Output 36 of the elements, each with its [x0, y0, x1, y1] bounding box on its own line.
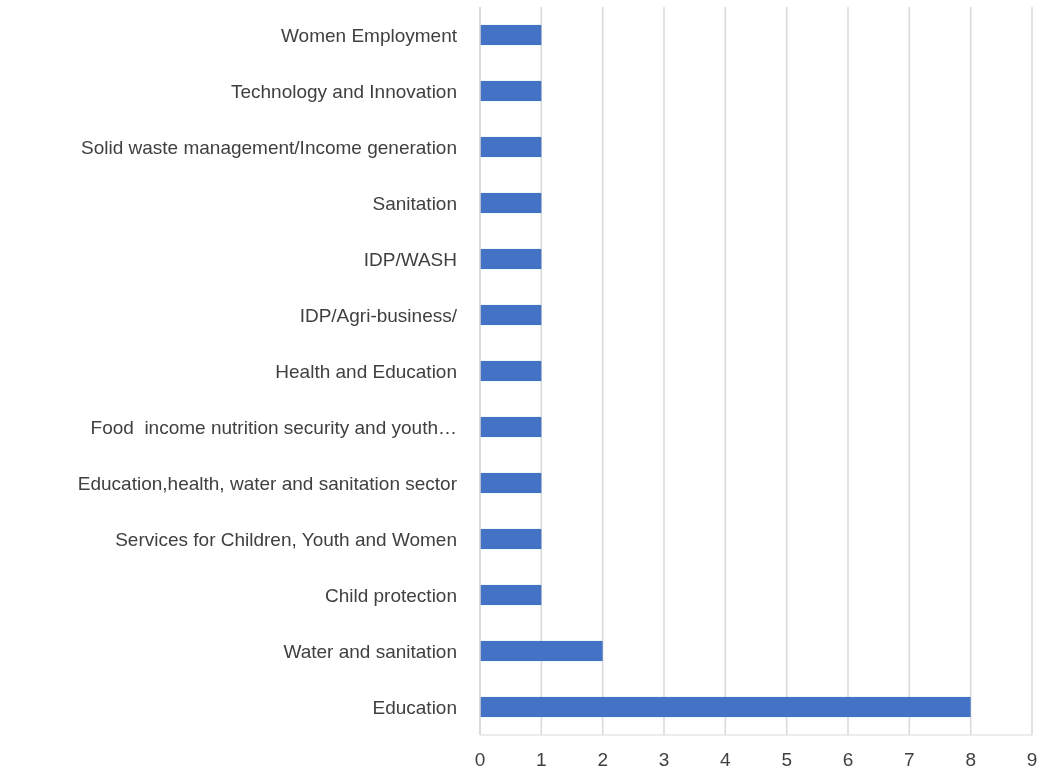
x-tick-label: 6 — [842, 749, 854, 770]
bar — [480, 360, 542, 382]
y-tick-label: Services for Children, Youth and Women — [115, 528, 457, 550]
x-tick-label: 7 — [904, 749, 915, 770]
y-tick-label: Education — [372, 696, 457, 718]
bar — [480, 136, 542, 158]
x-tick-label: 1 — [536, 749, 547, 770]
y-tick-label: Health and Education — [275, 360, 457, 382]
bar — [480, 304, 542, 326]
bar — [480, 528, 542, 550]
bar — [480, 416, 542, 438]
bar — [480, 640, 603, 662]
bar — [480, 472, 542, 494]
y-tick-label: Sanitation — [372, 192, 457, 214]
x-tick-label: 3 — [658, 749, 670, 770]
x-tick-label: 0 — [474, 749, 486, 770]
y-tick-label: Technology and Innovation — [230, 80, 457, 102]
bar — [480, 248, 542, 270]
x-tick-label: 2 — [597, 749, 608, 770]
bar — [480, 24, 542, 46]
y-tick-label: Education,health, water and sanitation sector — [77, 472, 458, 494]
x-tick-label: 4 — [720, 749, 732, 770]
y-tick-label: IDP/Agri-business/ — [299, 304, 458, 326]
y-tick-label: Water and sanitation — [283, 640, 457, 662]
x-tick-label: 8 — [965, 749, 976, 770]
bar — [480, 80, 542, 102]
bar — [480, 696, 971, 718]
y-tick-label: Food income nutrition security and youth… — [90, 416, 457, 438]
y-tick-label: IDP/WASH — [363, 248, 457, 270]
y-tick-label: Child protection — [324, 584, 457, 606]
x-tick-label: 9 — [1026, 749, 1038, 770]
y-tick-label: Solid waste management/Income generation — [80, 136, 457, 158]
bar — [480, 192, 542, 214]
x-tick-label: 5 — [781, 749, 792, 770]
y-tick-label: Women Employment — [281, 24, 458, 46]
bar — [480, 584, 542, 606]
